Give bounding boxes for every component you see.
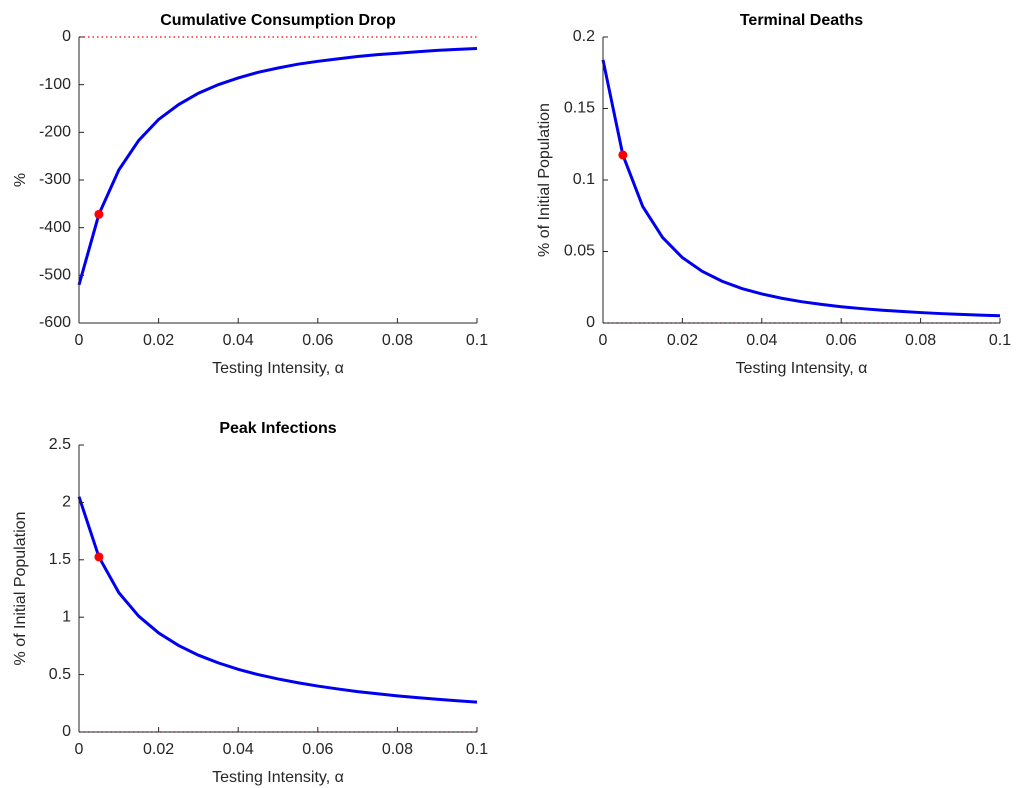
chart-title: Peak Infections — [219, 420, 336, 437]
x-axis-label: Testing Intensity, α — [736, 360, 868, 377]
x-tick-label: 0.08 — [382, 741, 413, 758]
x-tick-label: 0.02 — [143, 741, 174, 758]
y-tick-label: 0.15 — [564, 100, 595, 117]
x-axis-label: Testing Intensity, α — [212, 769, 344, 786]
chart-title: Cumulative Consumption Drop — [160, 12, 396, 29]
y-tick-label: 0.1 — [573, 171, 595, 188]
x-tick-label: 0.06 — [302, 741, 333, 758]
highlight-point — [618, 150, 628, 160]
x-tick-label: 0.06 — [826, 332, 857, 349]
y-axis-label: % of Initial Population — [536, 103, 553, 257]
x-tick-label: 0 — [599, 332, 608, 349]
x-tick-label: 0.04 — [223, 741, 254, 758]
y-axis-label: % of Initial Population — [12, 512, 29, 666]
x-tick-label: 0 — [75, 332, 84, 349]
y-tick-label: -100 — [39, 76, 71, 93]
y-tick-label: 0 — [62, 28, 71, 45]
x-tick-label: 0.04 — [746, 332, 777, 349]
x-tick-label: 0 — [75, 741, 84, 758]
y-tick-label: -400 — [39, 219, 71, 236]
highlight-point — [94, 552, 104, 562]
y-tick-label: 2 — [62, 494, 71, 511]
y-tick-label: 0.05 — [564, 243, 595, 260]
data-line — [77, 46, 478, 286]
x-tick-label: 0.1 — [466, 332, 488, 349]
x-tick-label: 0.06 — [302, 332, 333, 349]
y-tick-label: 2.5 — [49, 436, 71, 453]
x-tick-label: 0.08 — [905, 332, 936, 349]
x-tick-label: 0.02 — [667, 332, 698, 349]
y-tick-label: 0.5 — [49, 666, 71, 683]
x-tick-label: 0.1 — [466, 741, 488, 758]
data-line — [77, 496, 478, 704]
data-line — [601, 59, 1001, 318]
y-tick-label: 0 — [586, 314, 595, 331]
x-axis-label: Testing Intensity, α — [212, 360, 344, 377]
y-tick-label: -300 — [39, 171, 71, 188]
y-tick-label: 1 — [62, 608, 71, 625]
x-tick-label: 0.1 — [989, 332, 1011, 349]
chart-title: Terminal Deaths — [740, 12, 863, 29]
x-tick-label: 0.02 — [143, 332, 174, 349]
y-tick-label: 1.5 — [49, 551, 71, 568]
y-axis-label: % — [12, 173, 29, 187]
y-tick-label: 0 — [62, 723, 71, 740]
x-tick-label: 0.04 — [223, 332, 254, 349]
y-tick-label: -500 — [39, 267, 71, 284]
y-tick-label: -200 — [39, 124, 71, 141]
highlight-point — [94, 209, 104, 219]
x-tick-label: 0.08 — [382, 332, 413, 349]
y-tick-label: 0.2 — [573, 28, 595, 45]
y-tick-label: -600 — [39, 314, 71, 331]
